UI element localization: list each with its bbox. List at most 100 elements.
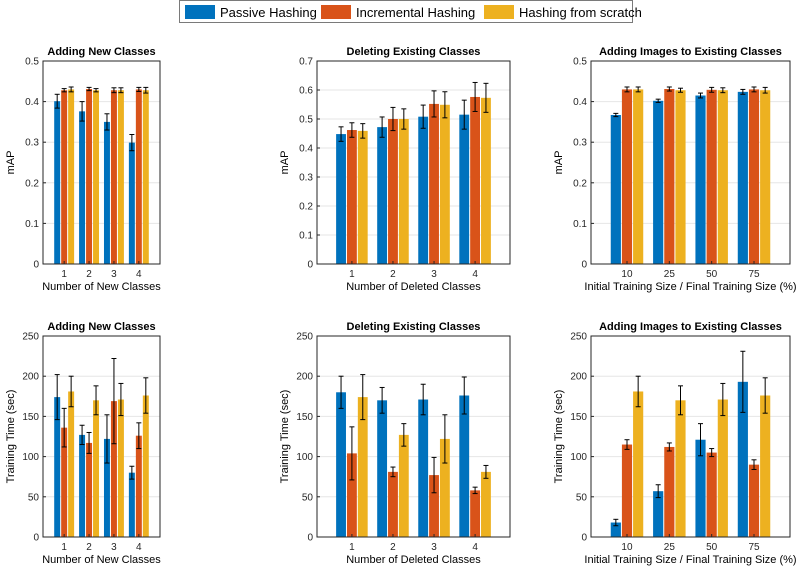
x-tick-label: 75 [748,269,760,280]
y-tick-label: 0.2 [299,202,313,213]
bar-passive [377,127,388,265]
y-tick-label: 0 [307,260,313,271]
bar-incremental [135,89,142,264]
chart-panel-4: 0 50 100 150 200 250 1 2 3 4 Adding New Classes Num… [5,321,161,566]
bar-passive [653,100,664,265]
axes-box [590,60,791,265]
x-tick-label: 3 [431,542,437,553]
y-tick-label: 0.7 [299,57,313,68]
bar-scratch [117,90,124,265]
plot-area [43,61,160,264]
y-axis-label: mAP [5,151,17,175]
y-tick-label: 0.3 [573,138,587,149]
bar-incremental [621,89,633,264]
y-tick-label: 150 [570,412,587,423]
bar-passive [336,134,346,264]
y-axis-label: Training Time (sec) [553,390,565,484]
bar-passive [128,142,135,264]
legend-label-scratch: Hashing from scratch [519,4,642,20]
x-tick-label: 75 [748,542,760,553]
bar-passive [418,399,429,537]
bar-incremental [470,490,481,537]
y-tick-label: 0.5 [299,115,313,126]
bar-passive [737,381,748,537]
bar-incremental [706,89,717,265]
bar-scratch [439,438,450,537]
bar-passive [103,438,110,537]
x-tick-label: 3 [111,269,117,280]
x-tick-label: 1 [349,542,355,553]
x-tick-label: 1 [61,269,67,280]
chart-title: Deleting Existing Classes [347,321,481,333]
y-tick-label: 0.4 [25,97,39,108]
bar-passive [695,95,706,264]
bar-scratch [142,395,149,537]
x-tick-label: 3 [111,542,117,553]
y-tick-label: 0.1 [299,231,313,242]
bar-scratch [481,471,491,537]
x-tick-label: 4 [136,542,142,553]
y-tick-label: 0.2 [25,178,39,189]
bar-incremental [429,103,439,264]
chart-legend: Passive Hashing Incremental Hashing Hash… [179,0,642,23]
y-tick-label: 0 [581,260,587,271]
axes-box [590,335,791,538]
x-tick-label: 25 [664,269,676,280]
y-tick-label: 200 [22,372,39,383]
y-tick-label: 0.4 [299,144,313,155]
y-tick-label: 250 [22,332,39,343]
legend-item-scratch: Hashing from scratch [484,4,642,20]
axes-box [316,60,511,265]
bar-passive [653,491,664,537]
bar-scratch [68,89,75,264]
bar-scratch [357,130,368,264]
bar-incremental [748,89,760,264]
bar-incremental [346,453,357,537]
legend-swatch-scratch [484,5,514,19]
y-tick-label: 0.5 [25,57,39,68]
x-tick-label: 2 [86,542,92,553]
y-tick-label: 150 [22,412,39,423]
bar-incremental [135,435,142,537]
bar-passive [54,101,61,264]
chart-panel-6: 0 50 100 150 200 250 10 25 50 75 Adding Images to … [553,321,797,566]
bar-scratch [398,434,409,537]
bar-passive [418,116,429,265]
chart-title: Adding Images to Existing Classes [599,321,782,333]
y-tick-label: 0.6 [299,86,313,97]
x-tick-label: 2 [86,269,92,280]
bar-scratch [93,90,100,265]
bar-incremental [388,471,398,537]
bar-incremental [621,444,633,537]
y-tick-label: 0.3 [25,138,39,149]
y-tick-label: 50 [576,492,588,503]
bar-incremental [110,401,117,537]
y-tick-label: 250 [296,332,313,343]
bar-scratch [142,90,149,265]
axes-box [42,335,161,538]
x-axis-label: Initial Training Size / Final Training S… [584,554,796,566]
axes-box [42,60,161,265]
bar-incremental [110,90,117,265]
legend-item-passive: Passive Hashing [185,4,317,20]
bar-passive [737,91,748,264]
bar-incremental [346,130,357,264]
bar-scratch [481,97,491,264]
y-tick-label: 50 [302,492,314,503]
bar-scratch [633,391,644,537]
y-tick-label: 0 [33,533,39,544]
bar-scratch [717,399,728,537]
bar-scratch [68,391,75,537]
x-axis-label: Number of New Classes [42,554,161,566]
x-axis-label: Number of New Classes [42,281,161,293]
y-tick-label: 200 [570,372,587,383]
bar-passive [459,114,470,265]
y-axis-label: mAP [279,151,291,175]
bar-passive [79,434,86,537]
bar-incremental [86,442,93,537]
x-tick-label: 10 [621,269,633,280]
bar-incremental [61,90,68,265]
y-tick-label: 0.5 [573,57,587,68]
x-tick-label: 2 [390,542,396,553]
